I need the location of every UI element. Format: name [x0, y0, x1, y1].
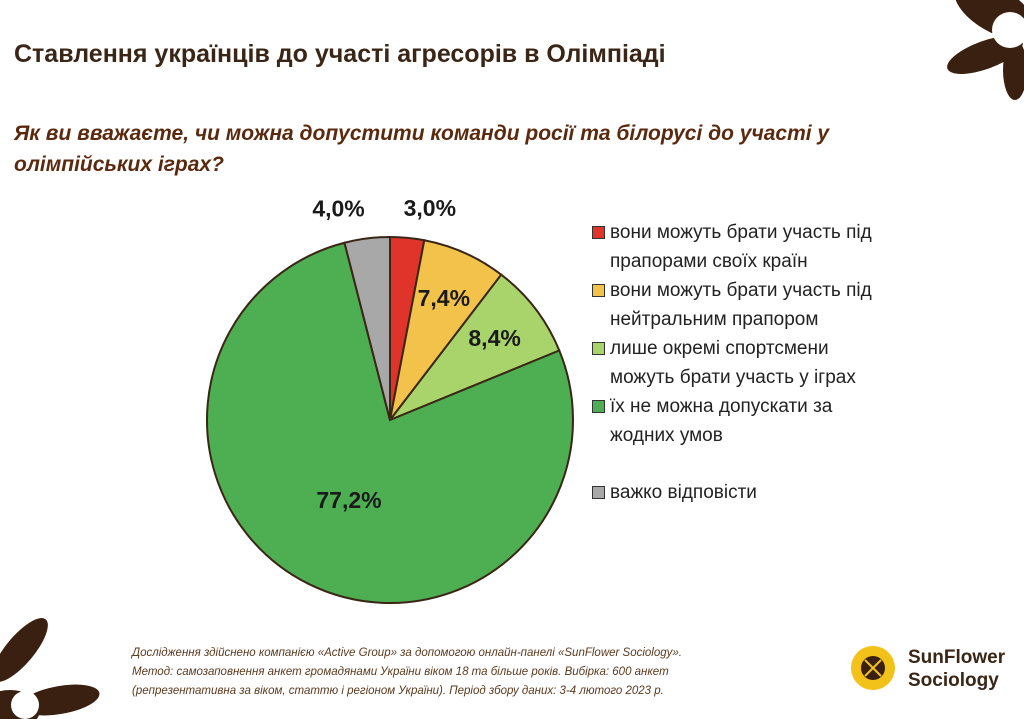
legend-label: їх не можна допускати за жодних умов: [610, 396, 833, 446]
note-line: (репрезентативна за віком, статтю і регі…: [132, 682, 682, 701]
pie-slice: [386, 273, 561, 423]
pie-slice: [343, 235, 391, 421]
data-label: 77,2%: [316, 487, 381, 513]
legend-entry: вони можуть брати участь під прапорами с…: [592, 218, 882, 276]
note-line: Метод: самозаповнення анкет громадянами …: [132, 663, 682, 682]
pie-slice: [206, 241, 574, 604]
note: Дослідження здійснено компанією «Active …: [132, 647, 682, 659]
logo: SunFlower Sociology: [908, 646, 1005, 692]
subtitle: Як ви вважаєте, чи можна допустити коман…: [14, 122, 830, 176]
legend-entry: їх не можна допускати за жодних умов: [592, 392, 882, 450]
legend-swatch: [592, 226, 605, 239]
legend-entry: важко відповісти: [592, 478, 882, 507]
footnote: Дослідження здійснено компанією «Active …: [132, 644, 682, 701]
legend-swatch: [592, 486, 605, 499]
legend-label: вони можуть брати участь під нейтральним…: [610, 280, 872, 330]
note: (репрезентативна за віком, статтю і регі…: [132, 685, 664, 697]
legend-label: лише окремі спортсмени можуть брати учас…: [610, 338, 856, 388]
legend-swatch: [592, 284, 605, 297]
legend-label: важко відповісти: [610, 482, 757, 503]
legend-swatch: [592, 342, 605, 355]
logo-text: Sociology: [908, 670, 999, 691]
data-label: 7,4%: [418, 285, 470, 311]
legend-label: вони можуть брати участь під прапорами с…: [610, 222, 872, 272]
data-label: 4,0%: [312, 196, 364, 222]
title: Ставлення українців до участі агресорів …: [14, 40, 666, 68]
legend-entry: лише окремі спортсмени можуть брати учас…: [592, 334, 882, 392]
data-label: 3,0%: [404, 195, 456, 221]
legend-entry: вони можуть брати участь під нейтральним…: [592, 276, 882, 334]
logo-text: SunFlower: [908, 647, 1006, 668]
data-label: 8,4%: [468, 325, 520, 351]
note-line: Дослідження здійснено компанією «Active …: [132, 644, 682, 663]
pie: 3,0% 7,4% 8,4% 77,2% 4,0%: [206, 195, 574, 604]
legend: вони можуть брати участь під прапорами с…: [592, 218, 882, 507]
note: Метод: самозаповнення анкет громадянами …: [132, 666, 669, 678]
legend-swatch: [592, 400, 605, 413]
